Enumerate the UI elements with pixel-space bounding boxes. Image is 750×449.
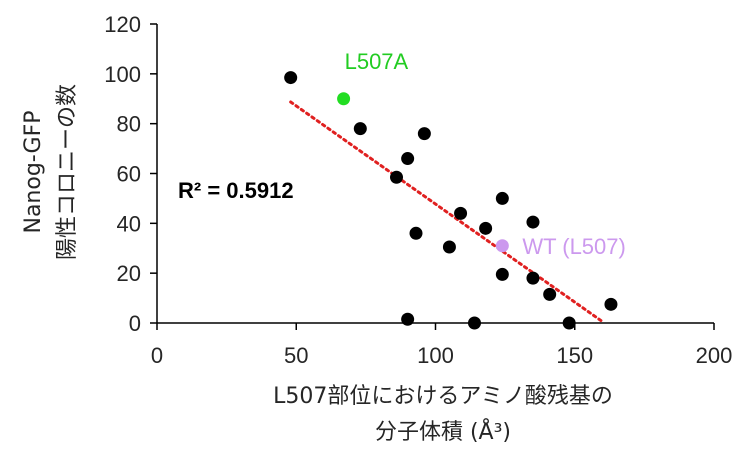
y-axis-title-line-2: 陽性コロニーの数 [55,84,80,260]
data-point [495,191,509,205]
y-tick-label: 40 [117,211,141,236]
data-point [337,92,351,106]
y-tick-label: 20 [117,261,141,286]
data-point [467,316,481,330]
trendline-layer [289,100,605,324]
data-point [401,312,415,326]
tick-labels: 0 20 40 60 80 100 120 0 50 100 150 200 [104,12,732,368]
data-point [353,122,367,136]
data-point [401,152,415,166]
data-point [495,239,509,253]
data-point [526,271,540,285]
y-tick-label: 100 [104,62,141,87]
x-tick-label: 0 [151,343,163,368]
y-tick-label: 60 [117,162,141,187]
data-point [479,221,493,235]
data-point [495,267,509,281]
x-tick-label: 100 [417,343,454,368]
x-axis-title-line-1: L507部位におけるアミノ酸残基の [273,384,613,409]
annotation-label: WT (L507) [522,234,626,259]
y-axis-title-line-1: Nanog-GFP [21,110,46,233]
annotations: L507A WT (L507) [345,49,626,259]
data-point [543,287,557,301]
data-point [526,215,540,229]
axes [150,23,715,330]
data-point [562,316,576,330]
x-tick-label: 150 [556,343,593,368]
data-point [442,240,456,254]
annotation-label: L507A [345,49,409,74]
data-point [409,226,423,240]
y-tick-label: 120 [104,12,141,37]
data-point [284,71,298,85]
trendline [289,100,605,324]
y-tick-label: 0 [129,311,141,336]
y-tick-label: 80 [117,112,141,137]
data-points [284,71,618,330]
data-point [417,127,431,141]
r-squared-label: R² = 0.5912 [178,178,294,203]
x-tick-label: 200 [696,343,733,368]
x-tick-label: 50 [284,343,308,368]
x-axis-title-line-2: 分子体積 (Å³) [375,418,511,445]
data-point [390,170,404,184]
data-point [604,297,618,311]
data-point [454,206,468,220]
